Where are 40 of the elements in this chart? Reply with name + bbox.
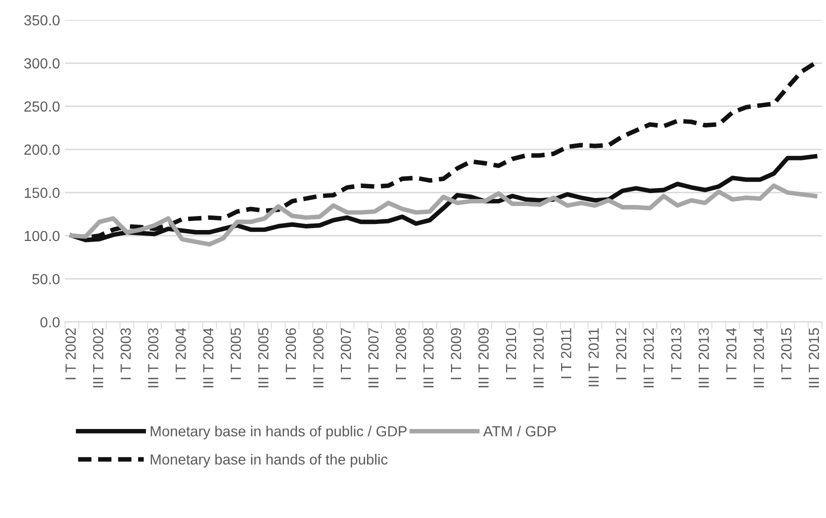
x-tick-label: III T 2012 bbox=[644, 328, 654, 388]
x-tick-label: III T 2011 bbox=[588, 328, 599, 386]
x-tick-label: I T 2007 bbox=[340, 328, 352, 380]
x-tick-label: III T 2014 bbox=[754, 328, 764, 388]
x-tick-label: III T 2003 bbox=[148, 328, 158, 388]
y-tick-label: 250.0 bbox=[24, 101, 60, 112]
y-tick-label: 350.0 bbox=[24, 15, 60, 26]
y-tick-label: 50.0 bbox=[32, 274, 60, 284]
x-tick-label: I T 2014 bbox=[726, 328, 736, 380]
y-tick-label: 300.0 bbox=[24, 58, 60, 69]
x-tick-label: I T 2012 bbox=[616, 328, 626, 380]
x-tick-label: III T 2007 bbox=[368, 328, 379, 388]
x-tick-label: III T 2015 bbox=[808, 328, 820, 388]
y-tick-label: 100.0 bbox=[24, 230, 60, 242]
x-tick-label: III T 2009 bbox=[478, 328, 489, 388]
x-tick-label: III T 2010 bbox=[533, 328, 544, 388]
legend-label: Monetary base in hands of public / GDP bbox=[150, 426, 407, 440]
x-tick-label: III T 2008 bbox=[423, 328, 434, 388]
x-tick-label: III T 2004 bbox=[203, 328, 214, 388]
x-tick-label: I T 2011 bbox=[560, 328, 572, 378]
x-tick-label: III T 2006 bbox=[313, 328, 324, 388]
x-tick-label: I T 2008 bbox=[396, 328, 406, 380]
x-tick-label: I T 2004 bbox=[176, 328, 186, 380]
y-tick-label: 150.0 bbox=[24, 188, 60, 198]
legend-label: Monetary base in hands of the public bbox=[150, 454, 388, 468]
x-tick-label: I T 2013 bbox=[671, 328, 682, 380]
x-tick-label: I T 2015 bbox=[781, 328, 792, 380]
legend-label: ATM / GDP bbox=[483, 426, 556, 436]
x-tick-label: III T 2013 bbox=[698, 328, 709, 388]
y-tick-label: 200.0 bbox=[24, 144, 60, 155]
x-tick-label: I T 2005 bbox=[230, 328, 241, 380]
x-tick-label: I T 2010 bbox=[506, 328, 516, 380]
y-tick-label: 0.0 bbox=[40, 317, 60, 328]
line-series bbox=[70, 183, 818, 247]
x-tick-label: I T 2003 bbox=[120, 328, 131, 380]
x-tick-label: I T 2002 bbox=[65, 328, 76, 380]
x-tick-label: III T 2005 bbox=[258, 328, 268, 388]
x-tick-label: III T 2002 bbox=[92, 328, 104, 388]
x-tick-label: I T 2009 bbox=[450, 328, 462, 380]
x-tick-label: I T 2006 bbox=[286, 328, 296, 380]
